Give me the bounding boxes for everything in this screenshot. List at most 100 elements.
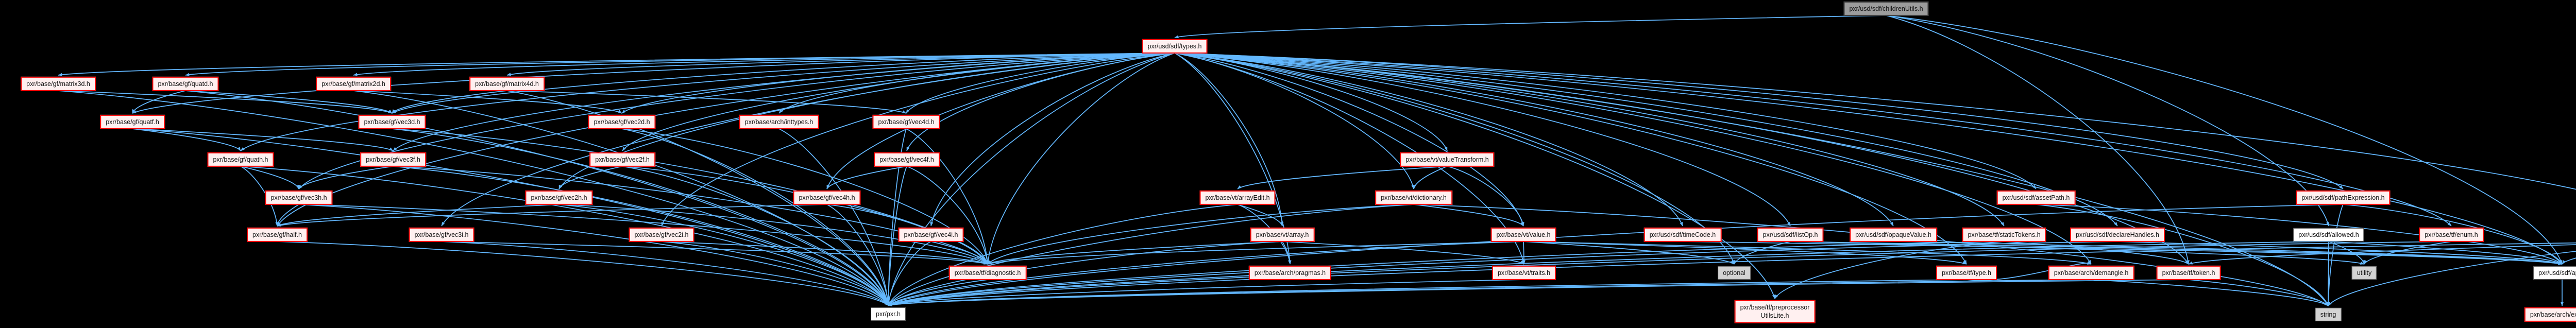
graph-node-quatd[interactable]: pxr/base/gf/quatd.h: [152, 76, 219, 92]
graph-node-pxr[interactable]: pxr/pxr.h: [871, 307, 906, 321]
graph-node-timeCode[interactable]: pxr/usd/sdf/timeCode.h: [1643, 227, 1722, 243]
graph-node-array[interactable]: pxr/base/vt/array.h: [1250, 227, 1315, 243]
graph-node-sdfApi[interactable]: pxr/usd/sdf/api.h: [2533, 266, 2576, 280]
include-edge-types-string: [1174, 53, 2329, 306]
include-edge-vec3h-diagnostic: [298, 204, 988, 265]
include-edge-matrix3d-pxr: [58, 90, 889, 306]
graph-node-demangle[interactable]: pxr/base/arch/demangle.h: [2048, 265, 2134, 281]
graph-node-label: pxr/base/gf/vec4i.h: [904, 231, 958, 238]
graph-node-vec4d[interactable]: pxr/base/gf/vec4d.h: [872, 114, 940, 130]
graph-node-arrayEdit[interactable]: pxr/base/vt/arrayEdit.h: [1199, 190, 1276, 205]
include-edge-types-vec3d: [392, 53, 1175, 114]
graph-node-value[interactable]: pxr/base/vt/value.h: [1490, 227, 1556, 243]
include-edge-arrayEdit-array: [1237, 204, 1283, 227]
graph-node-label: pxr/base/gf/vec4h.h: [799, 194, 855, 201]
include-edge-valueTransform-arrayEdit: [1237, 166, 1448, 189]
include-edge-vec4h-half: [277, 204, 827, 227]
include-edge-vec3d-pxr: [392, 128, 889, 306]
include-edge-quatf-quath: [132, 128, 241, 151]
graph-node-inttypes[interactable]: pxr/base/arch/inttypes.h: [739, 114, 819, 130]
include-edge-types-demangle: [1174, 53, 2092, 265]
include-edge-vec3f-pxr: [393, 166, 889, 306]
graph-node-label: pxr/usd/sdf/timeCode.h: [1649, 231, 1716, 238]
graph-node-listOp[interactable]: pxr/usd/sdf/listOp.h: [1757, 227, 1824, 243]
include-edge-types-listOp: [1174, 53, 1791, 227]
graph-node-pathExpression[interactable]: pxr/usd/sdf/pathExpression.h: [2296, 190, 2391, 205]
include-edge-dictionary-pxr: [888, 204, 1414, 306]
include-edge-matrix2d-vec2d: [353, 90, 622, 114]
graph-node-export[interactable]: pxr/base/arch/export.h: [2524, 307, 2576, 322]
include-edge-vec2h-half: [277, 204, 560, 227]
include-edge-quatd-pxr: [185, 90, 889, 306]
include-edge-types-staticTokens: [1174, 53, 2005, 227]
graph-node-pragmas[interactable]: pxr/base/arch/pragmas.h: [1248, 265, 1332, 281]
include-edge-value-tfType: [1523, 241, 1967, 265]
graph-node-label: pxr/base/tf/type.h: [1942, 269, 1991, 277]
include-edge-pathExpression-pxr: [888, 204, 2344, 306]
include-edge-vec2d-pxr: [621, 128, 889, 306]
graph-node-quatf[interactable]: pxr/base/gf/quatf.h: [100, 114, 165, 130]
graph-node-matrix3d[interactable]: pxr/base/gf/matrix3d.h: [21, 76, 96, 92]
graph-node-enum[interactable]: pxr/base/tf/enum.h: [2419, 227, 2484, 243]
graph-node-vec2h[interactable]: pxr/base/gf/vec2h.h: [525, 190, 593, 205]
graph-node-quath[interactable]: pxr/base/gf/quath.h: [207, 152, 274, 167]
include-edge-vec3h-pxr: [298, 204, 889, 306]
include-edge-demangle-pxr: [888, 279, 2092, 306]
graph-node-allowed[interactable]: pxr/usd/sdf/allowed.h: [2293, 228, 2364, 242]
graph-node-vec2d[interactable]: pxr/base/gf/vec2d.h: [588, 114, 656, 130]
include-edge-types-vec3f: [393, 53, 1175, 151]
graph-node-optional: optional: [1718, 266, 1751, 280]
include-edge-types-tfType: [1174, 53, 1967, 265]
include-edge-vec3i-diagnostic: [441, 241, 988, 265]
graph-node-matrix2d[interactable]: pxr/base/gf/matrix2d.h: [316, 76, 391, 92]
graph-node-staticTokens[interactable]: pxr/base/tf/staticTokens.h: [1962, 227, 2046, 243]
graph-node-label: pxr/base/tf/staticTokens.h: [1968, 231, 2041, 238]
graph-node-valueTransform[interactable]: pxr/base/vt/valueTransform.h: [1400, 152, 1495, 167]
graph-node-string: string: [2315, 307, 2342, 322]
graph-node-vec2f[interactable]: pxr/base/gf/vec2f.h: [589, 152, 655, 167]
graph-node-vec4h[interactable]: pxr/base/gf/vec4h.h: [793, 190, 861, 205]
graph-node-label: pxr/base/gf/vec4f.h: [879, 156, 934, 163]
graph-node-vec4f[interactable]: pxr/base/gf/vec4f.h: [874, 152, 940, 167]
include-edge-half-pxr: [277, 241, 889, 306]
graph-node-diagnostic[interactable]: pxr/base/tf/diagnostic.h: [948, 265, 1027, 281]
graph-node-token[interactable]: pxr/base/tf/token.h: [2156, 265, 2221, 281]
include-edge-types-vec4i: [930, 53, 1175, 227]
graph-node-label: pxr/usd/sdf/pathExpression.h: [2301, 194, 2385, 201]
graph-node-vec3d[interactable]: pxr/base/gf/vec3d.h: [358, 114, 426, 130]
include-edge-value-vtTraits: [1522, 241, 1526, 265]
include-edge-arrayEdit-pxr: [888, 204, 1238, 306]
graph-node-types[interactable]: pxr/usd/sdf/types.h: [1142, 39, 1208, 54]
graph-node-opaqueValue[interactable]: pxr/usd/sdf/opaqueValue.h: [1850, 227, 1937, 243]
include-edge-quatf-pxr: [132, 128, 889, 306]
include-edge-types-sdfApi: [1174, 53, 2563, 265]
graph-node-label: pxr/base/tf/enum.h: [2425, 231, 2478, 238]
graph-node-half[interactable]: pxr/base/gf/half.h: [247, 227, 308, 243]
graph-node-declareHandles[interactable]: pxr/usd/sdf/declareHandles.h: [2070, 227, 2165, 243]
graph-node-label: pxr/base/gf/vec3i.h: [414, 231, 469, 238]
graph-node-vec3f[interactable]: pxr/base/gf/vec3f.h: [360, 152, 426, 167]
graph-node-assetPath[interactable]: pxr/usd/sdf/assetPath.h: [1996, 190, 2076, 205]
graph-node-vec3h[interactable]: pxr/base/gf/vec3h.h: [265, 190, 333, 205]
graph-node-vec3i[interactable]: pxr/base/gf/vec3i.h: [409, 227, 474, 243]
graph-node-preprocessorUtilsLite[interactable]: pxr/base/tf/preprocessor UtilsLite.h: [1734, 300, 1816, 323]
include-edge-allowed-sdfApi: [2328, 241, 2563, 265]
include-edge-staticTokens-token: [2004, 241, 2189, 265]
graph-node-matrix4d[interactable]: pxr/base/gf/matrix4d.h: [469, 76, 545, 92]
include-edge-valueTypeName-pxr: [888, 242, 2576, 306]
graph-node-label: pxr/base/gf/quatd.h: [158, 80, 213, 88]
include-edge-childrenUtils-sdfApi: [1886, 15, 2563, 265]
include-edge-assetPath-string: [2036, 204, 2329, 306]
graph-node-label: pxr/usd/sdf/allowed.h: [2298, 231, 2359, 238]
include-edge-types-pathExpression: [1174, 53, 2344, 189]
graph-node-dictionary[interactable]: pxr/base/vt/dictionary.h: [1375, 190, 1452, 205]
graph-node-vtTraits[interactable]: pxr/base/vt/traits.h: [1492, 265, 1556, 281]
graph-node-vec4i[interactable]: pxr/base/gf/vec4i.h: [898, 227, 964, 243]
graph-node-label: pxr/usd/sdf/listOp.h: [1762, 231, 1818, 238]
edge-group: [58, 15, 2576, 306]
include-edge-vec2h-pxr: [558, 204, 889, 306]
graph-node-label: pxr/base/vt/arrayEdit.h: [1205, 194, 1270, 201]
graph-node-vec2i[interactable]: pxr/base/gf/vec2i.h: [629, 227, 694, 243]
graph-node-tfType[interactable]: pxr/base/tf/type.h: [1936, 265, 1997, 281]
graph-node-label: pxr/base/vt/array.h: [1256, 231, 1309, 238]
